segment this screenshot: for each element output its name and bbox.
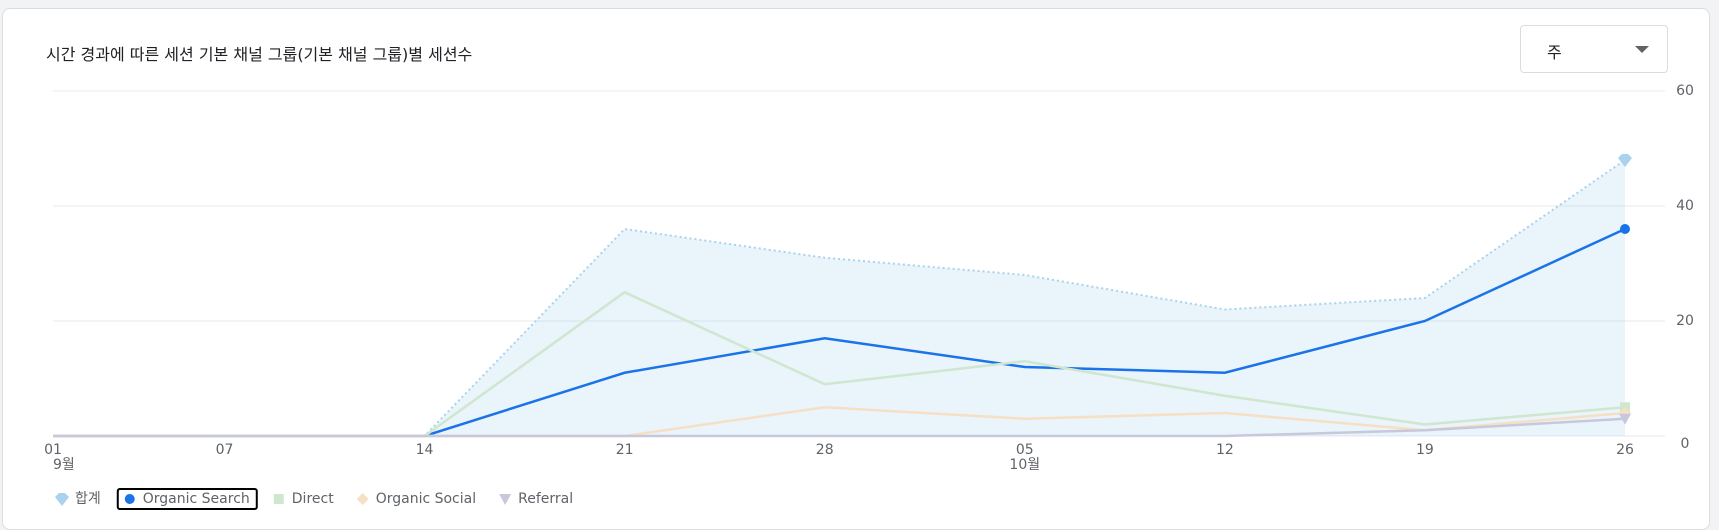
legend-marker <box>356 493 369 505</box>
end-marker <box>1618 154 1632 167</box>
end-marker <box>1619 413 1631 425</box>
legend-item[interactable]: 합계 <box>55 491 101 507</box>
y-tick-label: 40 <box>1676 198 1694 214</box>
x-tick-label: 21 <box>616 442 634 458</box>
x-tick-label: 14 <box>416 442 434 458</box>
legend-item[interactable]: Organic Social <box>356 491 476 507</box>
legend-label: Organic Search <box>143 491 250 507</box>
x-tick-label: 26 <box>1616 442 1634 458</box>
legend-item[interactable]: Referral <box>499 491 573 507</box>
x-tick-label: 12 <box>1216 442 1234 458</box>
legend-marker <box>55 493 69 506</box>
x-tick-label: 28 <box>816 442 834 458</box>
area <box>53 160 1625 436</box>
legend-label: Direct <box>292 491 334 507</box>
x-tick-label: 05 <box>1016 442 1034 458</box>
y-tick-label: 0 <box>1681 436 1690 452</box>
month-label: 9월 <box>53 457 75 473</box>
series-line <box>53 159 1626 437</box>
dropdown-label: 주 <box>1547 43 1562 62</box>
legend-item[interactable]: Direct <box>273 491 334 507</box>
y-tick-label: 20 <box>1676 313 1694 329</box>
y-tick-label: 60 <box>1676 83 1694 99</box>
dropdown-arrow <box>1635 46 1649 53</box>
x-tick-label: 07 <box>216 442 234 458</box>
legend-label: Referral <box>518 491 573 507</box>
x-tick-label: 01 <box>44 442 62 458</box>
legend-item[interactable]: Organic Search <box>116 488 258 510</box>
end-marker <box>1620 224 1630 234</box>
legend-label: 합계 <box>75 491 101 507</box>
month-label: 10월 <box>1009 457 1040 473</box>
series-line <box>53 417 1626 438</box>
chart-title: 시간 경과에 따른 세션 기본 채널 그룹(기본 채널 그룹)별 세션수 <box>46 45 473 64</box>
chart-card: 시간 경과에 따른 세션 기본 채널 그룹(기본 채널 그룹)별 세션수 주 0… <box>2 8 1710 530</box>
legend-highlight <box>116 488 258 510</box>
legend-marker <box>499 494 512 505</box>
period-dropdown[interactable]: 주 <box>1520 25 1668 73</box>
legend-marker <box>273 494 284 504</box>
legend-label: Organic Social <box>376 491 476 507</box>
x-tick-label: 19 <box>1416 442 1434 458</box>
legend-marker <box>124 494 135 504</box>
